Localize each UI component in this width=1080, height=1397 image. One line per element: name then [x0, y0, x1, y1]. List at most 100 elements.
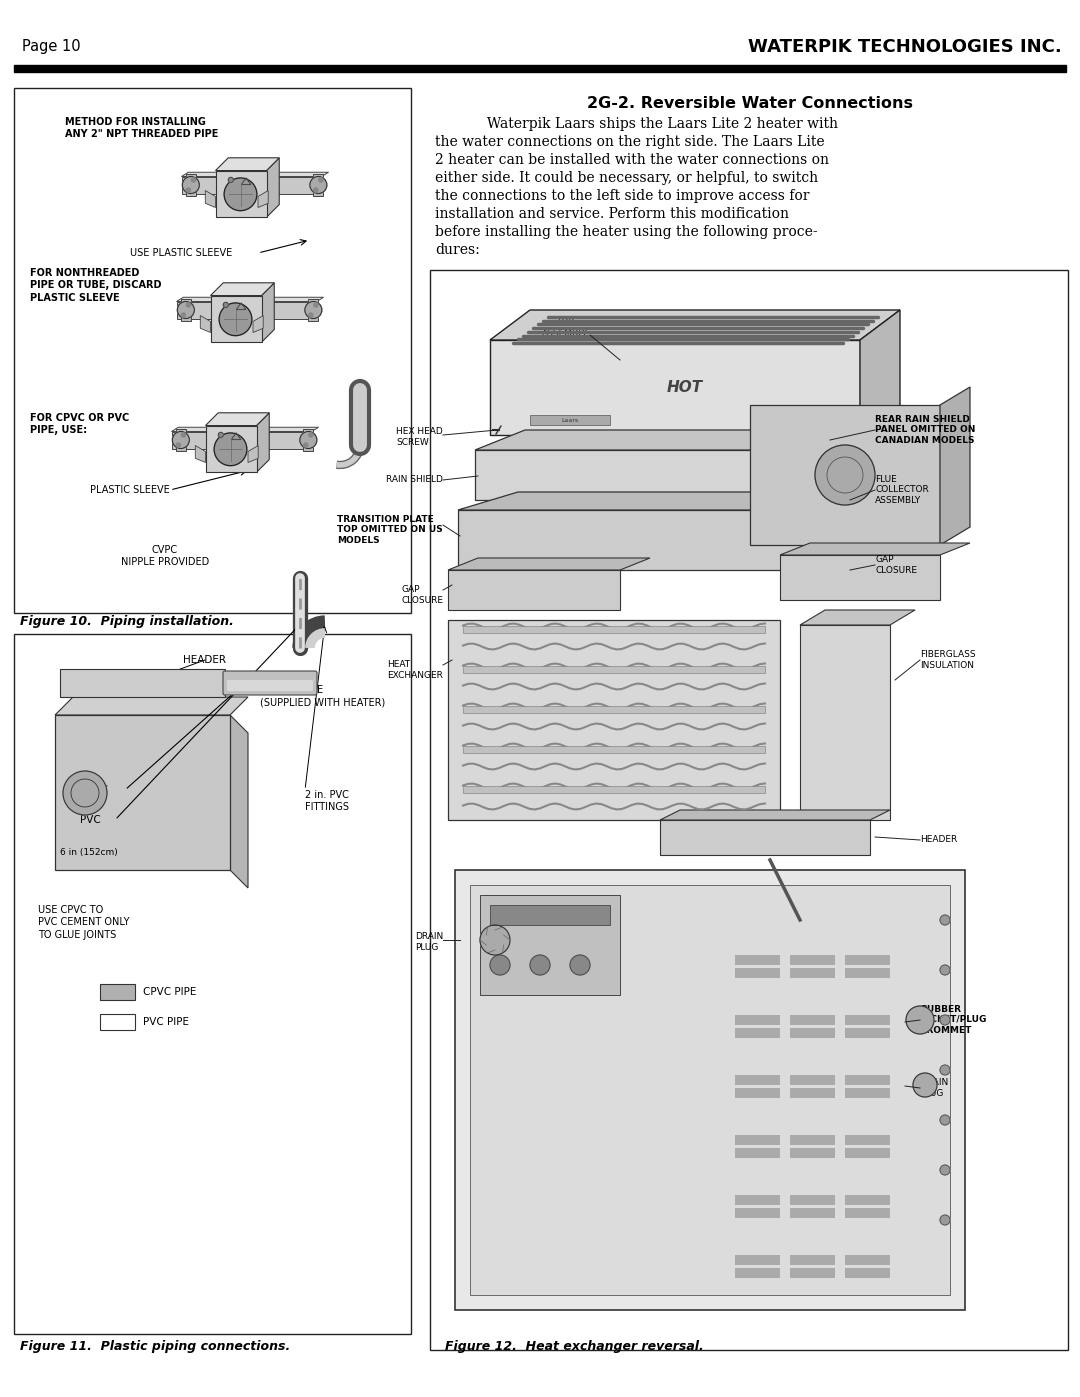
Bar	[845, 1255, 890, 1266]
Polygon shape	[253, 316, 264, 332]
Text: 2G-2. Reversible Water Connections: 2G-2. Reversible Water Connections	[588, 95, 913, 110]
Circle shape	[218, 432, 224, 437]
Text: 2 heater can be installed with the water connections on: 2 heater can be installed with the water…	[435, 154, 829, 168]
Polygon shape	[211, 282, 274, 296]
Text: RUBBER
JACKET/PLUG
GROMMET: RUBBER JACKET/PLUG GROMMET	[920, 1004, 986, 1035]
Bar	[430, 270, 1068, 1350]
Polygon shape	[172, 427, 319, 432]
Bar	[60, 669, 225, 697]
Polygon shape	[840, 430, 890, 500]
Bar	[735, 1088, 780, 1098]
FancyBboxPatch shape	[303, 429, 313, 451]
Bar	[845, 1088, 890, 1098]
Bar	[789, 1268, 835, 1278]
Text: WATERPIK TECHNOLOGIES INC.: WATERPIK TECHNOLOGIES INC.	[748, 38, 1062, 56]
Bar	[455, 870, 966, 1310]
Polygon shape	[205, 190, 216, 208]
Bar	[211, 296, 261, 342]
Text: Figure 10.  Piping installation.: Figure 10. Piping installation.	[21, 615, 234, 629]
Circle shape	[319, 177, 323, 182]
Bar	[789, 1194, 835, 1206]
Text: the connections to the left side to improve access for: the connections to the left side to impr…	[435, 189, 810, 203]
Circle shape	[219, 303, 252, 335]
Bar	[845, 956, 890, 965]
Bar	[172, 432, 312, 448]
Polygon shape	[448, 570, 620, 610]
Circle shape	[181, 313, 186, 317]
Circle shape	[191, 177, 195, 182]
Bar	[100, 1014, 135, 1030]
Polygon shape	[475, 430, 890, 450]
Text: Page 10: Page 10	[22, 39, 81, 54]
Circle shape	[913, 1073, 937, 1097]
Bar	[480, 895, 620, 995]
Circle shape	[480, 925, 510, 956]
FancyBboxPatch shape	[227, 680, 313, 692]
Text: CPVC NIPPLE
(SUPPLIED WITH HEATER): CPVC NIPPLE (SUPPLIED WITH HEATER)	[260, 685, 386, 707]
Text: HEADER: HEADER	[920, 835, 957, 845]
Polygon shape	[940, 387, 970, 545]
Text: Figure 12.  Heat exchanger reversal.: Figure 12. Heat exchanger reversal.	[445, 1340, 704, 1354]
Bar	[735, 956, 780, 965]
FancyBboxPatch shape	[308, 299, 319, 321]
Polygon shape	[490, 310, 900, 339]
Bar	[789, 1134, 835, 1146]
Bar	[845, 1134, 890, 1146]
Bar	[205, 426, 257, 472]
Text: CVPC
NIPPLE PROVIDED: CVPC NIPPLE PROVIDED	[121, 545, 210, 567]
Polygon shape	[800, 624, 890, 820]
Polygon shape	[820, 492, 880, 570]
Bar	[463, 666, 765, 673]
Bar	[735, 968, 780, 978]
FancyBboxPatch shape	[186, 175, 195, 196]
Polygon shape	[660, 820, 870, 855]
Polygon shape	[181, 172, 328, 176]
Polygon shape	[448, 620, 780, 820]
Circle shape	[490, 956, 510, 975]
Text: FIBERGLASS
INSULATION: FIBERGLASS INSULATION	[920, 650, 975, 671]
Bar	[845, 1268, 890, 1278]
Polygon shape	[176, 298, 324, 302]
Text: GAP
CLOSURE: GAP CLOSURE	[875, 555, 917, 576]
Bar	[845, 1194, 890, 1206]
Circle shape	[309, 313, 313, 317]
Bar	[176, 302, 316, 319]
Polygon shape	[230, 715, 248, 888]
Circle shape	[940, 1065, 950, 1076]
Bar	[789, 968, 835, 978]
Bar	[789, 1208, 835, 1218]
Circle shape	[940, 1165, 950, 1175]
Bar	[181, 176, 322, 194]
FancyBboxPatch shape	[176, 429, 186, 451]
FancyBboxPatch shape	[180, 299, 191, 321]
Bar	[789, 1255, 835, 1266]
Polygon shape	[216, 158, 280, 170]
Text: HEAT
EXCHANGER: HEAT EXCHANGER	[387, 661, 443, 680]
Text: USE CPVC TO
PVC CEMENT ONLY
TO GLUE JOINTS: USE CPVC TO PVC CEMENT ONLY TO GLUE JOIN…	[38, 905, 130, 940]
Polygon shape	[475, 450, 840, 500]
Bar	[845, 1076, 890, 1085]
Text: PLASTIC SLEEVE: PLASTIC SLEEVE	[90, 485, 170, 495]
Bar	[735, 1255, 780, 1266]
Bar	[530, 415, 610, 425]
Text: PVC PIPE: PVC PIPE	[143, 1017, 189, 1027]
Text: either side. It could be necessary, or helpful, to switch: either side. It could be necessary, or h…	[435, 170, 819, 184]
Bar	[789, 1076, 835, 1085]
Text: PVC: PVC	[80, 814, 100, 826]
Bar	[845, 1208, 890, 1218]
Text: Laars: Laars	[562, 418, 579, 422]
Bar	[470, 886, 950, 1295]
Bar	[463, 746, 765, 753]
Polygon shape	[200, 316, 211, 332]
Bar	[735, 1148, 780, 1158]
Circle shape	[300, 432, 316, 448]
Text: 2 in. PVC
FITTINGS: 2 in. PVC FITTINGS	[305, 789, 349, 813]
Bar	[735, 1208, 780, 1218]
Polygon shape	[458, 510, 820, 570]
Bar	[14, 66, 1066, 73]
Bar	[14, 634, 411, 1334]
Bar	[845, 1148, 890, 1158]
Bar	[735, 1076, 780, 1085]
Text: TRANSITION PLATE
TOP OMITTED ON US
MODELS: TRANSITION PLATE TOP OMITTED ON US MODEL…	[337, 514, 443, 545]
Circle shape	[214, 433, 247, 465]
